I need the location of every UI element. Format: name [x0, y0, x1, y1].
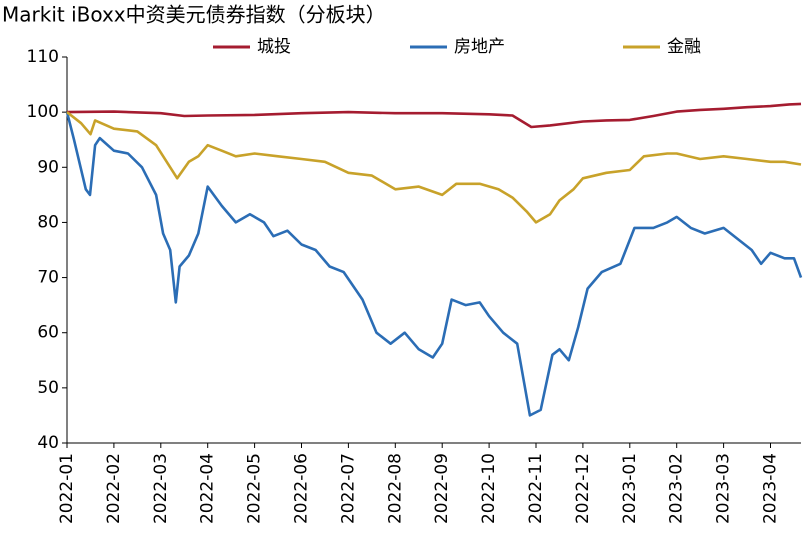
x-tick-label: 2022-01 — [57, 453, 77, 524]
y-tick-label: 100 — [27, 102, 59, 122]
legend-label: 房地产 — [454, 37, 505, 57]
x-tick-label: 2022-07 — [338, 453, 358, 524]
x-tick-label: 2022-03 — [151, 453, 171, 524]
legend-label: 金融 — [667, 37, 701, 57]
x-tick-label: 2022-05 — [245, 453, 265, 524]
chart-title: Markit iBoxx中资美元债券指数（分板块） — [2, 3, 386, 27]
x-tick-label: 2022-12 — [573, 453, 593, 524]
x-tick-label: 2022-11 — [526, 453, 546, 524]
x-tick-label: 2023-02 — [667, 453, 687, 524]
y-tick-label: 70 — [37, 268, 59, 288]
y-tick-label: 40 — [37, 433, 59, 453]
x-tick-label: 2023-03 — [714, 453, 734, 524]
series-line — [65, 111, 803, 417]
y-tick-label: 90 — [37, 157, 59, 177]
legend-label: 城投 — [257, 37, 291, 57]
x-tick-label: 2022-04 — [198, 453, 218, 524]
y-tick-label: 60 — [37, 323, 59, 343]
x-tick-label: 2022-02 — [104, 453, 124, 524]
x-tick-label: 2022-09 — [432, 453, 452, 524]
y-tick-label: 50 — [37, 378, 59, 398]
y-tick-label: 80 — [37, 212, 59, 232]
series-line — [66, 102, 802, 129]
x-tick-label: 2023-04 — [761, 453, 781, 524]
x-tick-label: 2023-01 — [620, 453, 640, 524]
x-tick-label: 2022-10 — [479, 453, 499, 524]
x-tick-label: 2022-08 — [385, 453, 405, 524]
series-line — [66, 111, 802, 224]
x-tick-label: 2022-06 — [292, 453, 312, 524]
y-tick-label: 110 — [27, 47, 59, 67]
